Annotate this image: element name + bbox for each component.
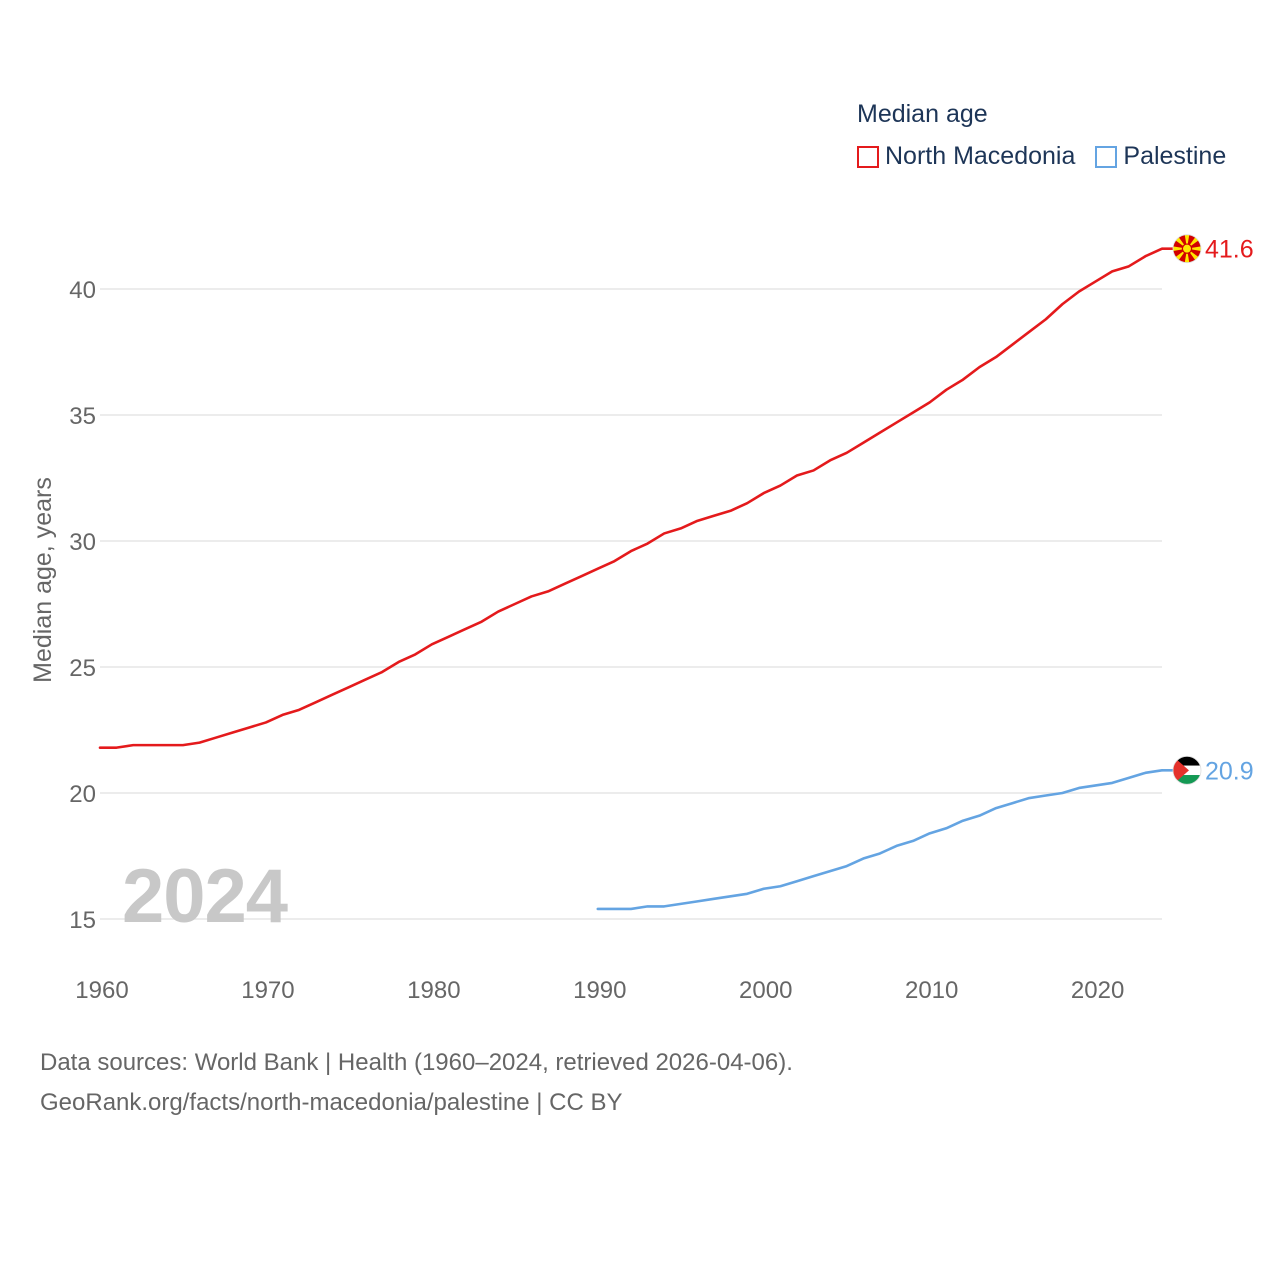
north-macedonia-flag-icon [1172, 234, 1202, 264]
legend-label-north-macedonia: North Macedonia [885, 142, 1076, 170]
y-tick-label: 25 [69, 655, 96, 682]
x-axis-ticks: 1960 1970 1980 1990 2000 2010 2020 [75, 977, 1124, 1004]
x-tick-label: 1970 [241, 977, 294, 1004]
legend-swatch-north-macedonia [857, 145, 879, 168]
data-source: Data sources: World Bank | Health (1960–… [40, 1043, 793, 1123]
y-tick-label: 20 [69, 781, 96, 808]
y-tick-label: 40 [69, 277, 96, 304]
series-lines [98, 247, 1164, 911]
legend: North Macedonia Palestine [857, 142, 1246, 171]
palestine-flag-icon [1172, 755, 1202, 785]
source-url[interactable]: GeoRank.org/facts/north-macedonia/palest… [40, 1089, 623, 1116]
gridlines [100, 288, 1162, 920]
end-value-label-north-macedonia: 41.6 [1205, 236, 1254, 264]
y-axis-label: Median age, years [29, 477, 57, 683]
y-tick-label: 15 [69, 907, 96, 934]
x-tick-label: 1980 [407, 977, 460, 1004]
x-tick-label: 1990 [573, 977, 626, 1004]
legend-label-palestine: Palestine [1123, 142, 1227, 170]
x-tick-label: 2000 [739, 977, 792, 1004]
series-line-north-macedonia [98, 247, 1164, 749]
x-tick-label: 1960 [75, 977, 128, 1004]
y-tick-label: 30 [69, 529, 96, 556]
end-value-label-palestine: 20.9 [1205, 757, 1254, 785]
legend-swatch-palestine [1095, 145, 1118, 168]
legend-item-north-macedonia[interactable]: North Macedonia [857, 142, 1075, 171]
legend-title: Median age [857, 100, 988, 128]
end-labels: 41.6 20.9 [1162, 234, 1254, 785]
current-year-label: 2024 [122, 854, 288, 939]
x-tick-label: 2020 [1071, 977, 1124, 1004]
legend-item-palestine[interactable]: Palestine [1095, 142, 1226, 171]
y-tick-label: 35 [69, 403, 96, 430]
x-tick-label: 2010 [905, 977, 958, 1004]
series-line-palestine [596, 769, 1164, 911]
source-line: Data sources: World Bank | Health (1960–… [40, 1049, 793, 1076]
y-axis-ticks: 15 20 25 30 35 40 [69, 277, 96, 934]
